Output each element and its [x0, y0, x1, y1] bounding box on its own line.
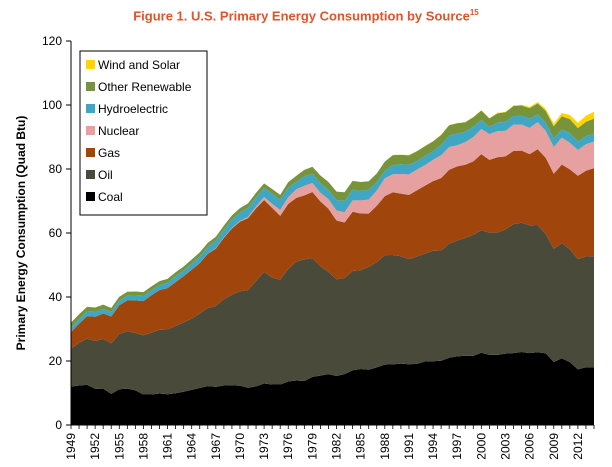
- x-tick-label: 1955: [112, 433, 126, 460]
- y-tick-label: 60: [49, 226, 63, 240]
- legend-swatch-wind-and-solar: [86, 60, 95, 69]
- x-tick-label: 2006: [523, 433, 537, 460]
- x-tick-label: 1994: [426, 433, 440, 460]
- y-tick-label: 20: [49, 354, 63, 368]
- legend-label-oil: Oil: [98, 168, 113, 182]
- y-tick-label: 80: [49, 162, 63, 176]
- x-tick-label: 1991: [402, 433, 416, 460]
- x-tick-label: 1958: [136, 433, 150, 460]
- y-tick-label: 40: [49, 290, 63, 304]
- legend-label-gas: Gas: [98, 146, 120, 160]
- x-tick-label: 1967: [209, 433, 223, 460]
- area-oil: [71, 222, 594, 395]
- x-tick-label: 1988: [378, 433, 392, 460]
- x-tick-label: 1985: [354, 433, 368, 460]
- x-tick-label: 2000: [474, 433, 488, 460]
- x-tick-label: 2009: [547, 433, 561, 460]
- x-tick-label: 1982: [330, 433, 344, 460]
- chart-title: Figure 1. U.S. Primary Energy Consumptio…: [0, 8, 612, 23]
- legend-swatch-nuclear: [86, 126, 95, 135]
- x-tick-label: 1979: [305, 433, 319, 460]
- x-tick-label: 1973: [257, 433, 271, 460]
- x-tick-label: 1964: [185, 433, 199, 460]
- y-tick-label: 100: [42, 98, 62, 112]
- legend-label-coal: Coal: [98, 190, 123, 204]
- legend-swatch-gas: [86, 148, 95, 157]
- x-tick-label: 1949: [64, 433, 78, 460]
- legend-label-other-renewable: Other Renewable: [98, 80, 192, 94]
- area-nuclear: [71, 122, 594, 333]
- legend-swatch-hydroelectric: [86, 104, 95, 113]
- area-gas: [71, 149, 594, 349]
- y-tick-label: 120: [42, 34, 62, 48]
- legend-swatch-other-renewable: [86, 82, 95, 91]
- area-coal: [71, 352, 594, 425]
- chart-title-text: Figure 1. U.S. Primary Energy Consumptio…: [133, 8, 470, 24]
- x-tick-label: 1961: [161, 433, 175, 460]
- x-tick-label: 1952: [88, 433, 102, 460]
- chart-title-footnote: 15: [469, 8, 479, 17]
- legend-swatch-coal: [86, 192, 95, 201]
- legend-box: [79, 50, 208, 216]
- x-tick-label: 2012: [571, 433, 585, 460]
- x-tick-label: 1976: [281, 433, 295, 460]
- x-tick-label: 1970: [233, 433, 247, 460]
- legend-swatch-oil: [86, 170, 95, 179]
- y-axis-label: Primary Energy Consumption (Quad Btu): [14, 116, 28, 351]
- legend-label-hydroelectric: Hydroelectric: [98, 102, 168, 116]
- y-tick-label: 0: [55, 418, 62, 432]
- x-tick-label: 1997: [450, 433, 464, 460]
- legend-label-wind-and-solar: Wind and Solar: [98, 58, 180, 72]
- x-tick-label: 2003: [498, 433, 512, 460]
- legend-label-nuclear: Nuclear: [98, 124, 139, 138]
